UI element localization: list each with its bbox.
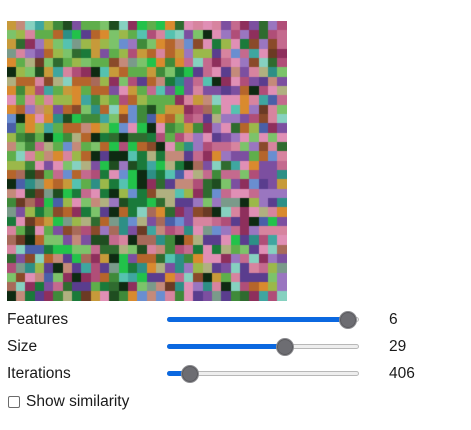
features-slider[interactable]	[167, 311, 359, 329]
similarity-mosaic	[7, 21, 287, 301]
features-label: Features	[7, 311, 69, 328]
iterations-label: Iterations	[7, 365, 71, 382]
slider-thumb[interactable]	[276, 338, 294, 356]
size-control: Size 29	[7, 335, 467, 359]
show-similarity-checkbox[interactable]	[8, 396, 20, 408]
slider-fill	[167, 371, 190, 376]
size-label: Size	[7, 338, 38, 355]
size-value: 29	[389, 338, 407, 355]
slider-fill	[167, 344, 285, 349]
slider-fill	[167, 317, 348, 322]
features-value: 6	[389, 311, 398, 328]
iterations-control: Iterations 406	[7, 362, 467, 386]
iterations-value: 406	[389, 365, 415, 382]
size-slider[interactable]	[167, 338, 359, 356]
slider-thumb[interactable]	[339, 311, 357, 329]
features-control: Features 6	[7, 308, 467, 332]
show-similarity-option[interactable]: Show similarity	[7, 392, 307, 412]
show-similarity-label[interactable]: Show similarity	[26, 393, 130, 410]
slider-thumb[interactable]	[181, 365, 199, 383]
iterations-slider[interactable]	[167, 365, 359, 383]
